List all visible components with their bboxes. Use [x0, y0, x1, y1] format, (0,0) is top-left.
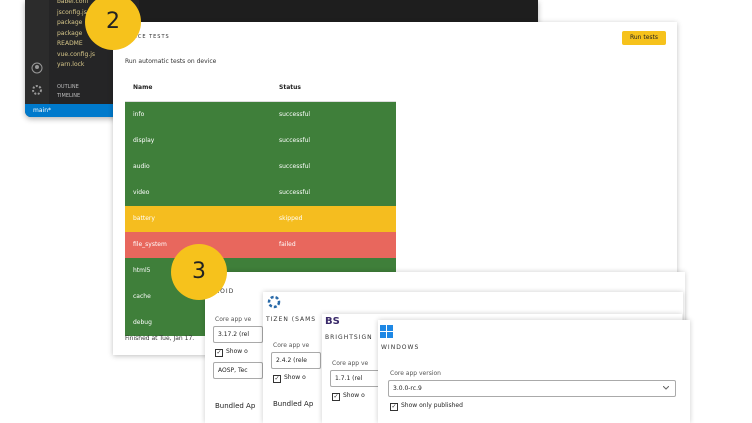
filter-select[interactable]: AOSP, Tec: [213, 362, 263, 379]
platform-name: ROID: [215, 288, 235, 295]
field-label: Core app ve: [273, 342, 310, 349]
file-name: babel.conf: [57, 0, 89, 5]
field-label: Core app ve: [215, 316, 252, 323]
section-title: Bundled Ap: [215, 402, 256, 410]
field-label: Core app version: [390, 370, 441, 377]
version-select[interactable]: 2.4.2 (rele: [271, 352, 321, 369]
checkbox[interactable]: ✓ Show o: [215, 348, 248, 357]
platform-panel: WINDOWS Core app version 3.0.0-rc.9 ✓ Show o…: [378, 320, 690, 423]
checkbox[interactable]: ✓ Show o: [273, 374, 306, 383]
name-cell: debug: [133, 319, 152, 326]
check: ✓: [332, 393, 340, 401]
subtitle: Run automatic tests on device: [125, 58, 217, 65]
file-name: package: [57, 19, 83, 26]
tizen-logo: [267, 295, 281, 309]
version-select[interactable]: 3.0.0-rc.9: [388, 380, 676, 397]
explorer-section: TIMELINE: [57, 93, 81, 99]
platform-name: WINDOWS: [381, 344, 420, 351]
version-select[interactable]: 1.7.1 (rel: [330, 370, 380, 387]
table-row: file_system failed: [125, 232, 396, 258]
name-cell: battery: [133, 215, 155, 222]
checkbox-label: Show o: [343, 392, 365, 399]
name-cell: info: [133, 111, 145, 118]
table-row: audio successful: [125, 154, 396, 180]
status-cell: successful: [279, 137, 311, 144]
run-tests-button[interactable]: Run tests: [622, 31, 666, 45]
name-cell: audio: [133, 163, 150, 170]
file-name: vue.config.js: [57, 50, 96, 58]
panel-title: TANCE TESTS: [125, 34, 170, 40]
brightsign-logo: BS: [325, 316, 340, 327]
windows-logo: [380, 325, 393, 338]
footer: Finished at Tue, Jan 17.: [125, 335, 195, 342]
check: ✓: [390, 403, 398, 411]
activity-bar: [25, 0, 49, 104]
name-cell: file_system: [133, 241, 167, 248]
table-row: video successful: [125, 180, 396, 206]
checkbox-label: Show o: [284, 374, 306, 381]
status-cell: successful: [279, 189, 311, 196]
table-row: display successful: [125, 128, 396, 154]
header-cell: Status: [279, 84, 301, 91]
checkbox-label: Show o: [226, 348, 248, 355]
status-cell: failed: [279, 241, 296, 248]
checkbox[interactable]: ✓ Show o: [332, 392, 365, 401]
name-cell: display: [133, 137, 155, 144]
file-name: README: [57, 40, 83, 47]
status-cell: skipped: [279, 215, 303, 222]
file-name: package: [57, 29, 83, 37]
table-row: info successful: [125, 102, 396, 128]
results-table: Name Status info successful display success…: [125, 75, 396, 336]
checkbox[interactable]: ✓ Show only published: [390, 402, 463, 411]
header-cell: Name: [133, 84, 153, 91]
name-cell: cache: [133, 293, 151, 300]
platform-name: TIZEN (SAMS: [266, 316, 317, 323]
version-select[interactable]: 3.17.2 (rel: [213, 326, 263, 343]
step-badge: 3: [171, 244, 227, 300]
chevron: [663, 386, 669, 390]
file-name: yarn.lock: [57, 61, 85, 68]
check: ✓: [273, 375, 281, 383]
table-row: battery skipped: [125, 206, 396, 232]
field-label: Core app ve: [332, 360, 369, 367]
name-cell: html5: [133, 267, 151, 274]
explorer-section: OUTLINE: [57, 84, 79, 90]
activity-icons: [31, 62, 43, 95]
file-name: jsconfig.json: [57, 8, 95, 16]
status-cell: successful: [279, 111, 311, 118]
name-cell: video: [133, 189, 150, 196]
platform-name: BRIGHTSIGN: [325, 334, 373, 341]
step-badge: 2: [85, 0, 141, 50]
table-header: Name Status: [125, 75, 396, 102]
section-title: Bundled Ap: [273, 400, 314, 408]
checkbox-label: Show only published: [401, 402, 463, 409]
check: ✓: [215, 349, 223, 357]
status-cell: successful: [279, 163, 311, 170]
